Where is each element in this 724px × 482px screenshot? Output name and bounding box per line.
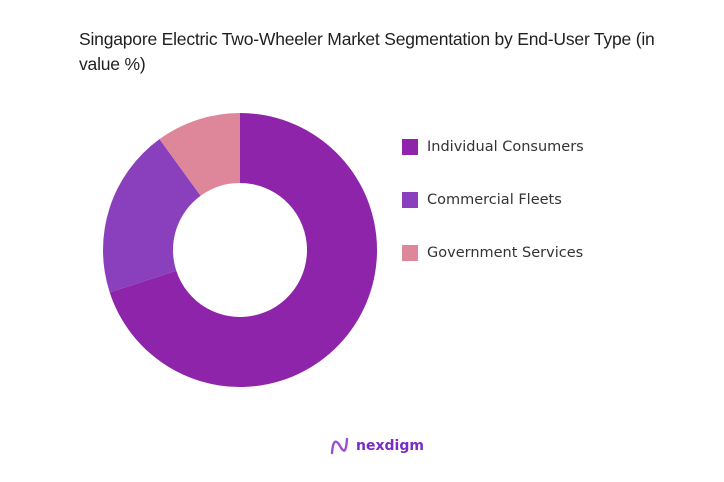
legend-swatch <box>402 192 418 208</box>
legend-label: Individual Consumers <box>427 139 584 155</box>
legend-item-individual-consumers[interactable]: Individual Consumers <box>402 137 584 157</box>
logo-text: nexdigm <box>356 438 424 454</box>
legend-swatch <box>402 139 418 155</box>
legend-label: Commercial Fleets <box>427 192 562 208</box>
nexdigm-logo: nexdigm <box>330 436 424 456</box>
legend-label: Government Services <box>427 245 584 261</box>
slice-commercial-fleets[interactable] <box>102 139 201 293</box>
nexdigm-wave-icon <box>330 437 349 455</box>
chart-title: Singapore Electric Two-Wheeler Market Se… <box>79 29 655 74</box>
legend: Individual Consumers Commercial Fleets G… <box>402 137 584 296</box>
slice-government-services[interactable] <box>159 113 240 196</box>
legend-item-government-services[interactable]: Government Services <box>402 243 584 263</box>
slice-individual-consumers[interactable] <box>109 113 377 387</box>
legend-swatch <box>402 245 418 261</box>
legend-item-commercial-fleets[interactable]: Commercial Fleets <box>402 190 584 210</box>
